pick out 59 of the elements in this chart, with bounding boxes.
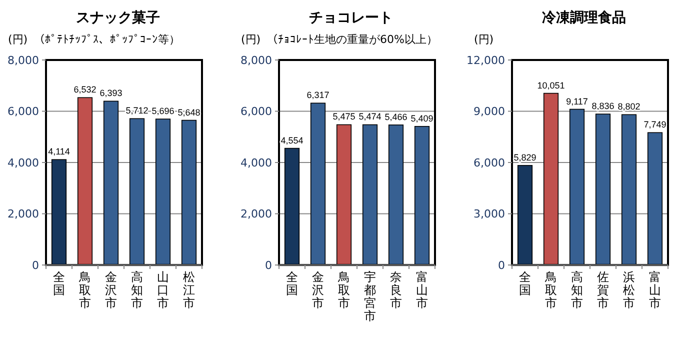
x-tick-label: 金沢市 <box>105 270 117 310</box>
data-label: 5,475 <box>332 112 356 122</box>
x-tick-label: 富山市 <box>649 270 661 310</box>
x-tick-label: 佐賀市 <box>597 270 609 310</box>
y-tick-label: 0 <box>498 258 505 272</box>
data-label: 8,836 <box>592 101 614 112</box>
data-label: 4,554 <box>280 135 304 146</box>
y-tick-label: 8,000 <box>240 54 272 67</box>
x-tick-label: 鳥取市 <box>544 270 557 310</box>
chart-title: 冷凍調理食品 <box>542 9 626 26</box>
y-tick-label: 3,000 <box>474 208 505 221</box>
x-tick-label: 山口市 <box>157 270 169 310</box>
y-tick-label: 6,000 <box>8 105 39 118</box>
y-axis-title: (円) <box>241 33 261 46</box>
y-tick-label: 4,000 <box>240 156 272 170</box>
x-tick-label: 富山市 <box>416 270 428 310</box>
y-tick-label: 12,000 <box>466 54 505 67</box>
data-label: 6,393 <box>100 88 122 98</box>
data-label: 5,474 <box>358 112 382 122</box>
x-tick-label: 高知市 <box>571 270 583 310</box>
y-tick-label: 6,000 <box>474 156 505 170</box>
y-axis-title: (円) <box>8 33 28 46</box>
data-label: 6,532 <box>74 84 96 95</box>
data-label: 5,466 <box>384 112 408 122</box>
data-label: 7,749 <box>644 120 666 130</box>
y-tick-label: 0 <box>265 258 272 272</box>
y-tick-label: 4,000 <box>8 156 39 170</box>
x-tick-label: 宇都宮市 <box>364 270 376 323</box>
y-tick-label: 6,000 <box>240 105 272 118</box>
x-tick-label: 高知市 <box>131 270 143 310</box>
x-tick-label: 鳥取市 <box>78 270 91 310</box>
y-tick-label: 2,000 <box>240 208 272 221</box>
y-axis-title: (円) <box>474 33 494 46</box>
data-label: 9,117 <box>566 96 588 106</box>
y-tick-label: 2,000 <box>8 208 39 221</box>
y-tick-label: 0 <box>32 258 39 272</box>
x-tick-label: 松江市 <box>183 270 195 310</box>
chart-title: チョコレート <box>309 10 393 26</box>
x-tick-label: 全国 <box>286 270 298 297</box>
data-label: 4,114 <box>48 146 70 157</box>
chart-subtitle: （ﾁｮｺﾚｰﾄ生地の重量が60%以上） <box>267 33 438 46</box>
chart-subtitle: （ﾎﾟﾃﾄﾁｯﾌﾟｽ、ﾎﾟｯﾌﾟｺｰﾝ等） <box>34 33 180 46</box>
data-label: 5,829 <box>514 152 536 162</box>
y-tick-label: 9,000 <box>474 105 505 118</box>
data-label: 10,051 <box>537 80 565 90</box>
data-label: 8,802 <box>618 102 640 112</box>
x-tick-label: 全国 <box>53 270 65 297</box>
data-label: 5,409 <box>410 113 434 124</box>
x-tick-label: 金沢市 <box>312 270 324 310</box>
x-tick-label: 浜松市 <box>623 270 635 310</box>
x-tick-label: 全国 <box>519 270 531 297</box>
chart-title: スナック菓子 <box>76 10 160 26</box>
y-tick-label: 8,000 <box>8 54 39 67</box>
data-label: 5,648 <box>178 107 200 118</box>
x-tick-label: 鳥取市 <box>337 270 350 310</box>
data-label: 6,317 <box>306 90 330 100</box>
data-label: 5,696 <box>152 106 174 116</box>
data-label: 5,712 <box>126 106 148 116</box>
x-tick-label: 奈良市 <box>390 270 402 310</box>
